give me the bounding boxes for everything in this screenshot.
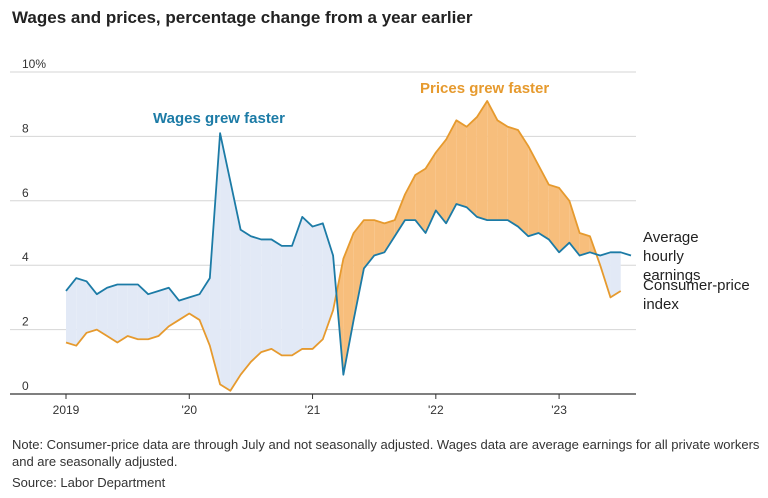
prices-gap-fill (343, 233, 354, 375)
prices-gap-fill (507, 126, 518, 227)
wages-gap-fill (137, 284, 149, 340)
wages-gap-fill (107, 284, 118, 343)
x-tick-label: '20 (181, 403, 197, 417)
series-lines (65, 100, 632, 392)
wages-gap-fill (220, 133, 231, 391)
wages-gap-fill (117, 284, 128, 343)
y-tick-label: 6 (22, 186, 29, 200)
y-tick-label: 8 (22, 121, 29, 135)
x-tick-label: 2019 (53, 403, 80, 417)
prices-gap-fill (579, 233, 590, 256)
prices-gap-fill (487, 100, 498, 221)
wages-gap-fill (158, 287, 169, 337)
prices-gap-fill (425, 152, 436, 233)
prices-gap-fill (394, 194, 405, 237)
prices-gap-fill (559, 187, 570, 253)
wages-gap-fill (96, 287, 108, 337)
prices-gap-fill (497, 120, 508, 221)
wages-gap-fill (76, 278, 87, 346)
wages-gap-fill (610, 252, 621, 298)
chart-note: Note: Consumer-price data are through Ju… (12, 437, 760, 469)
y-tick-label: 10% (22, 57, 46, 71)
line-chart: 2019 '20 '21 '22 '23 0 2 4 6 8 10% Wages grew fas… (10, 57, 750, 417)
wages-gap-fill (600, 252, 611, 298)
prices-gap-fill (538, 165, 549, 240)
wages-gap-fill (230, 181, 241, 391)
prices-gap-fill (405, 175, 416, 221)
series-label-consumer-price-index: Consumer-price index (643, 277, 750, 313)
wages-gap-fill (127, 284, 138, 340)
wages-gap-fill (240, 229, 251, 375)
prices-gap-fill (569, 200, 580, 256)
wages-gap-fill (302, 216, 313, 349)
prices-gap-fill (353, 220, 364, 320)
wages-gap-fill (322, 223, 334, 340)
wages-gap-fill (199, 278, 210, 346)
wages-gap-fill (189, 294, 200, 320)
y-tick-label: 2 (22, 315, 29, 329)
prices-gap-fill (476, 100, 488, 221)
wages-gap-fill (148, 290, 159, 340)
annotation-wages-grew-faster: Wages grew faster (153, 110, 285, 127)
cpi-line (65, 100, 622, 392)
wages-gap-fill (250, 236, 262, 362)
chart-source: Source: Labor Department (12, 475, 166, 490)
x-tick-label: '21 (305, 403, 321, 417)
wages-gap-fill (261, 239, 272, 353)
gap-fills (66, 100, 621, 391)
wages-gap-fill (292, 216, 303, 356)
prices-gap-fill (435, 139, 447, 224)
series-label-average-hourly-earnings: Average hourly earnings (643, 229, 701, 284)
y-tick-label: 0 (22, 379, 29, 393)
y-tick-label: 4 (22, 250, 29, 264)
wages-gap-fill (271, 239, 282, 356)
prices-gap-fill (466, 117, 477, 217)
wages-gap-fill (312, 223, 323, 349)
x-tick-label: '23 (551, 403, 567, 417)
wages-gap-fill (209, 133, 221, 385)
prices-gap-fill (548, 184, 560, 253)
prices-gap-fill (518, 129, 529, 237)
y-axis: 0 2 4 6 8 10% (22, 57, 46, 393)
wages-gap-fill (66, 278, 77, 346)
prices-gap-fill (415, 168, 426, 233)
annotation-prices-grew-faster: Prices grew faster (420, 80, 549, 97)
prices-gap-fill (528, 146, 539, 237)
x-tick-label: '22 (428, 403, 444, 417)
wages-gap-fill (281, 245, 292, 356)
prices-gap-fill (384, 220, 395, 253)
prices-gap-fill (456, 120, 467, 208)
x-axis: 2019 '20 '21 '22 '23 (10, 393, 636, 417)
wages-gap-fill (86, 281, 97, 333)
prices-gap-fill (363, 220, 375, 269)
prices-gap-fill (446, 120, 457, 224)
wages-line (65, 132, 632, 376)
prices-gap-fill (374, 220, 385, 256)
chart-title: Wages and prices, percentage change from… (12, 8, 473, 27)
